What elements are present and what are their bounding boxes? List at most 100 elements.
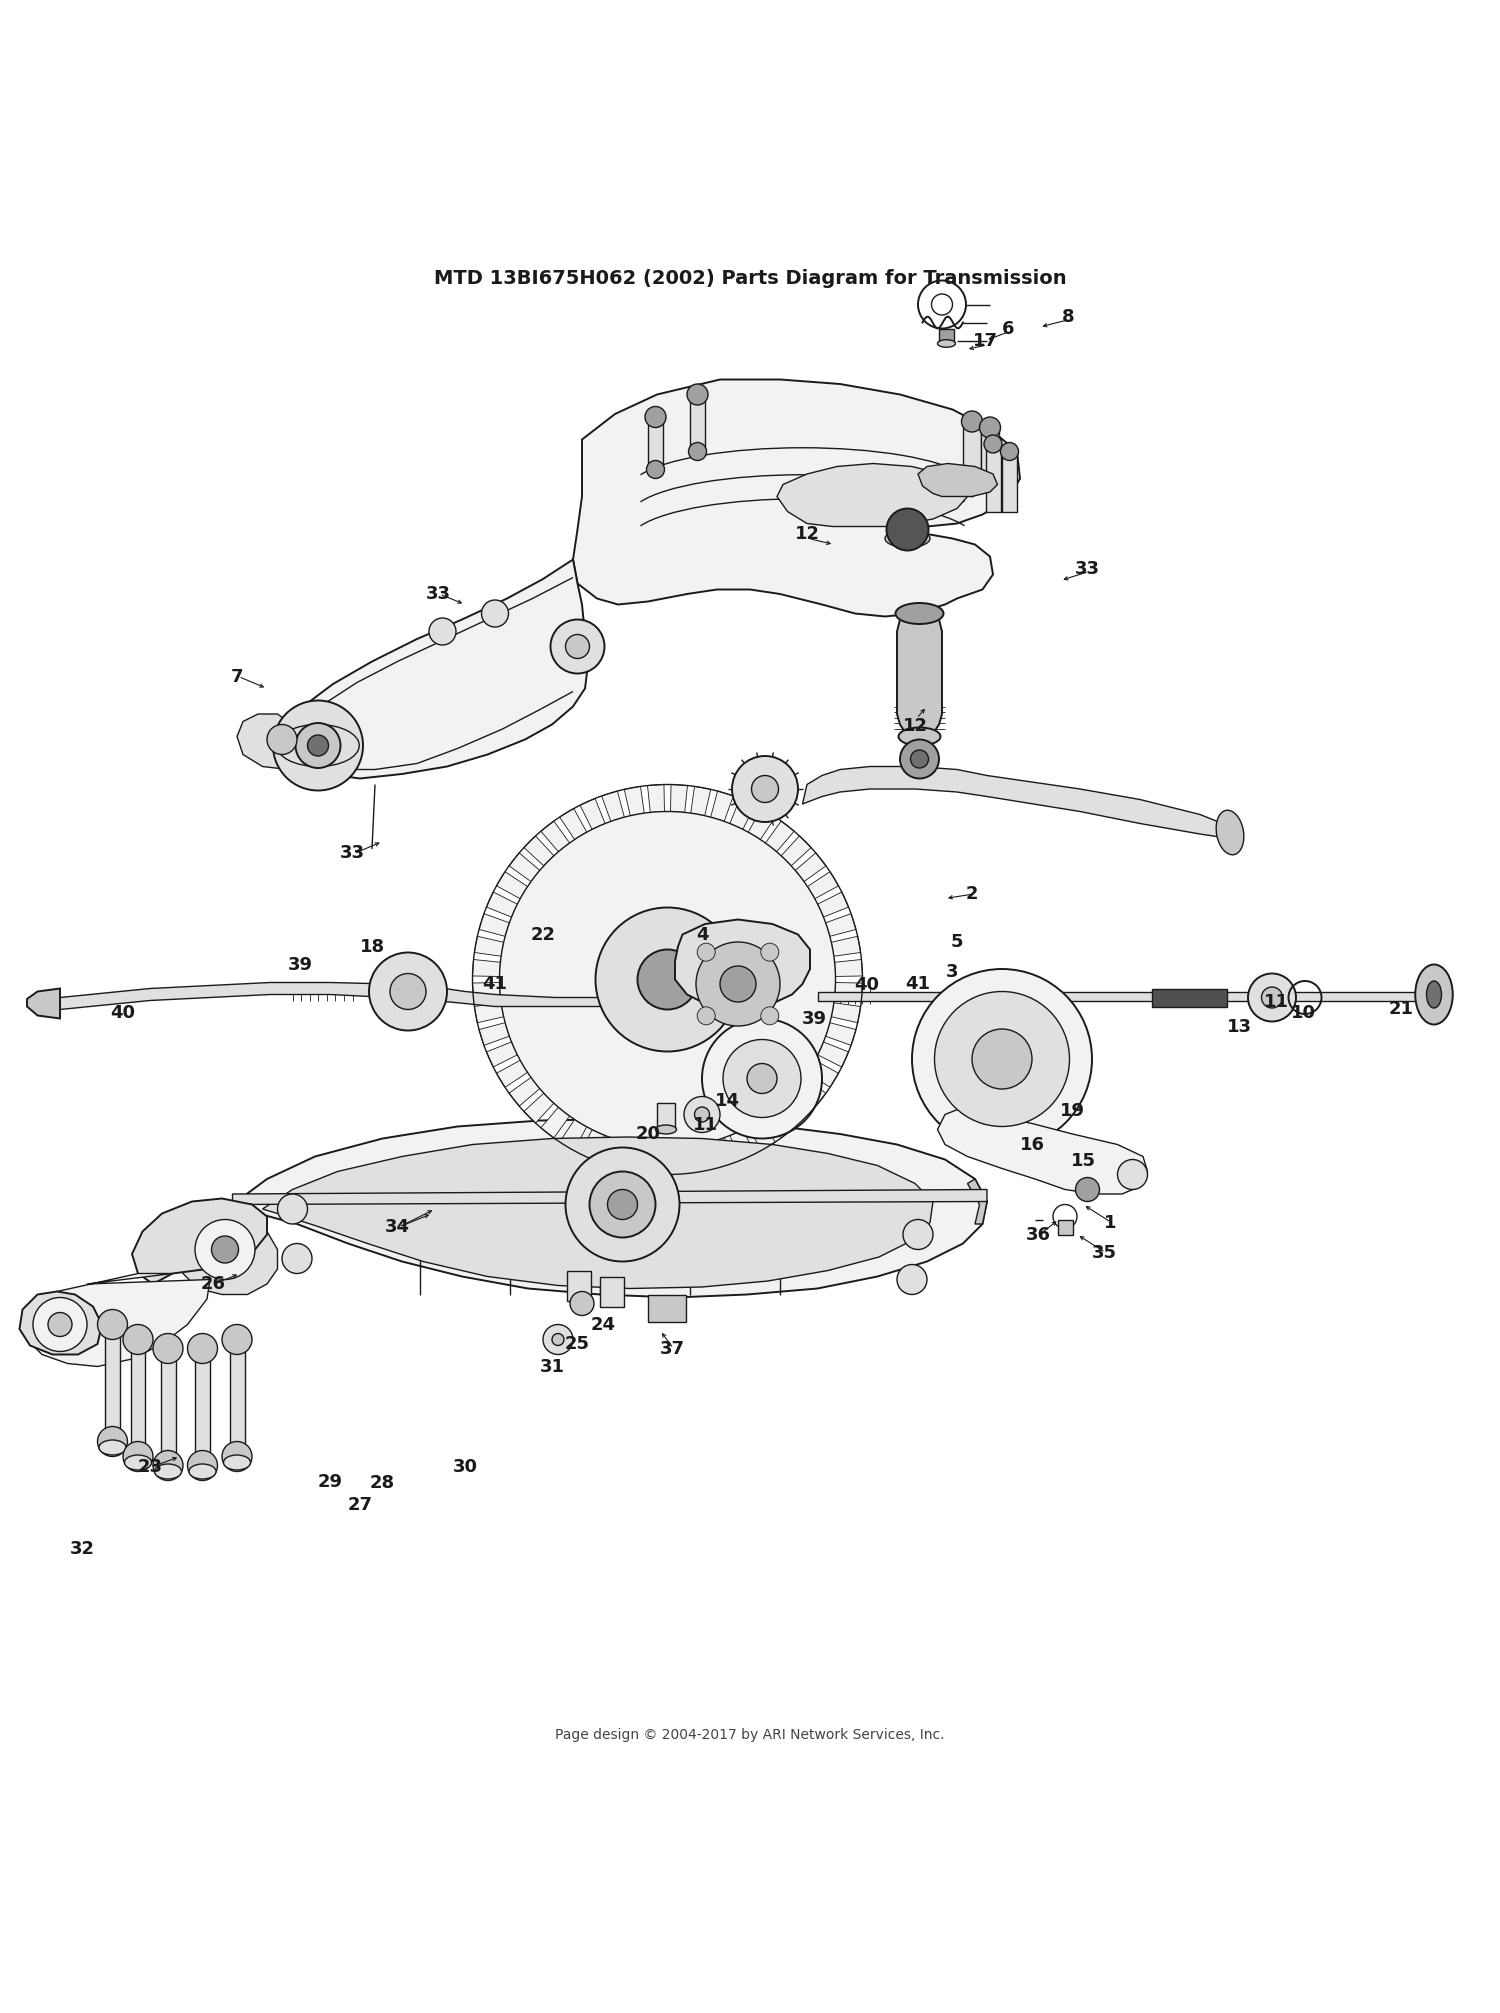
Polygon shape [60,982,660,1009]
Circle shape [702,1019,822,1139]
Text: 11: 11 [693,1115,717,1133]
Ellipse shape [1416,964,1452,1025]
Polygon shape [478,1023,510,1045]
Circle shape [694,1107,709,1121]
FancyBboxPatch shape [600,1276,624,1306]
Circle shape [308,735,328,757]
Polygon shape [648,1147,664,1174]
Circle shape [98,1427,128,1457]
FancyBboxPatch shape [981,427,999,485]
Text: 26: 26 [201,1274,225,1292]
Text: 25: 25 [566,1335,590,1353]
Circle shape [747,1063,777,1093]
FancyBboxPatch shape [567,1270,591,1300]
Polygon shape [496,1061,528,1087]
FancyBboxPatch shape [648,417,663,469]
Polygon shape [27,988,60,1019]
Polygon shape [472,960,501,976]
Polygon shape [748,809,776,839]
Circle shape [1262,986,1282,1009]
Text: 12: 12 [795,525,819,544]
Polygon shape [237,715,327,769]
Polygon shape [777,463,968,527]
Polygon shape [730,799,754,829]
Polygon shape [692,1143,711,1174]
Text: 10: 10 [1292,1004,1316,1021]
Text: 39: 39 [802,1009,826,1027]
Text: 16: 16 [1020,1135,1044,1153]
Ellipse shape [896,604,944,624]
Polygon shape [802,767,1230,839]
Text: 28: 28 [370,1474,394,1492]
Polygon shape [177,1204,278,1294]
Polygon shape [560,1119,586,1151]
Text: 7: 7 [231,668,243,686]
Circle shape [688,443,706,461]
Polygon shape [282,560,588,779]
Circle shape [550,620,604,674]
Text: 37: 37 [660,1339,684,1357]
Text: 22: 22 [531,926,555,944]
Polygon shape [730,1129,754,1162]
Text: MTD 13BI675H062 (2002) Parts Diagram for Transmission: MTD 13BI675H062 (2002) Parts Diagram for… [433,268,1066,288]
Polygon shape [831,1002,861,1023]
Polygon shape [765,1107,794,1137]
Text: 2: 2 [966,886,978,904]
Text: 41: 41 [483,974,507,992]
FancyBboxPatch shape [1152,988,1227,1006]
Text: 5: 5 [951,932,963,950]
Text: 11: 11 [1264,992,1288,1011]
Ellipse shape [189,1463,216,1480]
Circle shape [608,1190,638,1220]
Polygon shape [232,1119,987,1298]
Polygon shape [825,914,856,936]
FancyBboxPatch shape [657,1103,675,1129]
Text: 17: 17 [974,332,998,350]
Text: 30: 30 [453,1457,477,1476]
Polygon shape [486,1043,518,1067]
Circle shape [429,618,456,644]
FancyBboxPatch shape [195,1349,210,1465]
Circle shape [153,1451,183,1480]
Polygon shape [675,920,810,1009]
Circle shape [123,1441,153,1472]
Circle shape [482,600,508,626]
Polygon shape [807,872,838,898]
Polygon shape [474,936,504,956]
Ellipse shape [154,1463,182,1480]
Polygon shape [818,892,849,918]
Ellipse shape [898,727,940,745]
Circle shape [98,1310,128,1339]
Polygon shape [624,1143,644,1174]
Circle shape [900,739,939,779]
Ellipse shape [99,1439,126,1455]
Circle shape [596,908,740,1051]
Circle shape [984,435,1002,453]
Circle shape [570,1292,594,1317]
Polygon shape [496,872,528,898]
Circle shape [267,725,297,755]
Polygon shape [474,1002,504,1023]
Polygon shape [711,791,734,821]
Circle shape [390,974,426,1009]
FancyBboxPatch shape [160,1349,176,1465]
Polygon shape [825,1023,856,1045]
Text: 33: 33 [426,586,450,604]
Circle shape [1118,1159,1148,1190]
FancyBboxPatch shape [1002,451,1017,511]
Polygon shape [831,936,861,956]
Polygon shape [486,892,518,918]
Text: 1: 1 [1104,1214,1116,1232]
Text: 40: 40 [855,976,879,994]
Circle shape [723,1039,801,1117]
Text: 15: 15 [1071,1151,1095,1170]
FancyBboxPatch shape [1058,1220,1072,1234]
Text: 40: 40 [111,1004,135,1021]
Polygon shape [938,1109,1148,1194]
Polygon shape [560,809,586,839]
Text: 13: 13 [1227,1019,1251,1037]
Text: 32: 32 [70,1540,94,1558]
Circle shape [646,461,664,479]
Circle shape [282,1244,312,1274]
Text: 34: 34 [386,1218,410,1236]
